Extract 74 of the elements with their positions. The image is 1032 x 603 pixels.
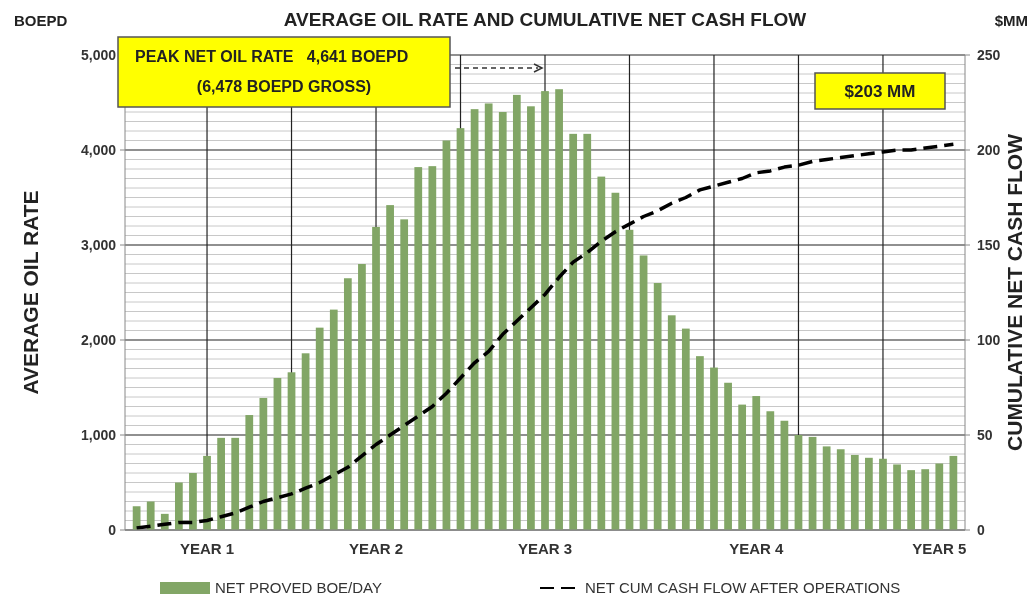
x-tick-label: YEAR 4 [729,540,784,557]
bar [865,457,873,530]
bar [681,328,690,530]
annotation: (6,478 BOEPD GROSS) [196,78,372,95]
bar [512,94,521,530]
text: BOEPD [14,12,68,29]
bar [343,278,352,530]
bar [386,205,394,530]
bar [625,229,634,530]
bar [527,106,535,530]
bar [752,396,761,530]
bar [217,437,225,530]
bar [555,89,563,530]
y2-axis-title: CUMULATIVE NET CASH FLOW [1003,133,1026,451]
bar [724,382,732,530]
bar [358,264,366,530]
bar [498,112,507,530]
bar [696,356,704,530]
bar [174,482,183,530]
bar [245,415,254,530]
y2-tick-label: 150 [977,236,1001,253]
y2-tick-label: 50 [977,426,993,443]
bar [836,449,845,530]
x-tick-label: YEAR 3 [517,540,573,557]
y-tick-label: 0 [108,521,117,538]
bar [822,446,831,530]
y2-tick-label: 250 [977,46,1001,63]
bar [146,501,155,530]
bar [428,166,437,530]
bar [203,455,211,530]
bar [921,469,930,530]
line-series [134,142,956,530]
y-axis-title: AVERAGE OIL RATE [19,190,42,395]
annotation: PEAK NET OIL RATE 4,641 BOEPD [135,48,409,65]
bar [484,103,493,530]
bar [189,473,197,530]
y-tick-label: 2,000 [80,331,117,348]
legend-label: NET PROVED BOE/DAY [215,579,382,597]
bar [710,367,718,530]
annotation: $203 MM [844,81,916,101]
x-tick-label: YEAR 2 [348,540,404,557]
bar [259,397,268,530]
y2-tick-label: 200 [977,141,1001,158]
bar [400,219,409,530]
bar [597,176,606,530]
bar [653,283,662,530]
bar [583,133,592,530]
legend-label: NET CUM CASH FLOW AFTER OPERATIONS [585,579,901,597]
y-tick-label: 3,000 [80,236,117,253]
bar [935,463,944,530]
bar [569,133,578,530]
chart-title: AVERAGE OIL RATE AND CUMULATIVE NET CASH FLOW [283,9,807,30]
bar [879,458,887,530]
bar [329,309,338,530]
x-tick-label: YEAR 5 [912,540,967,557]
bar [893,464,901,530]
bar [541,91,549,530]
x-tick-label: YEAR 1 [179,540,235,557]
bar [667,315,676,530]
bar [907,470,916,530]
y-tick-label: 5,000 [80,46,117,63]
y-tick-label: 1,000 [80,426,117,443]
bar [766,411,775,530]
bar [414,167,423,530]
bar [850,454,859,530]
text: $MM [994,12,1028,29]
bar [231,437,240,530]
bar [639,255,648,530]
bar [372,226,380,530]
y2-tick-label: 100 [977,331,1001,348]
bar [738,404,747,530]
bar [315,327,324,530]
y2-tick-label: 0 [977,521,985,538]
y-tick-label: 4,000 [80,141,117,158]
